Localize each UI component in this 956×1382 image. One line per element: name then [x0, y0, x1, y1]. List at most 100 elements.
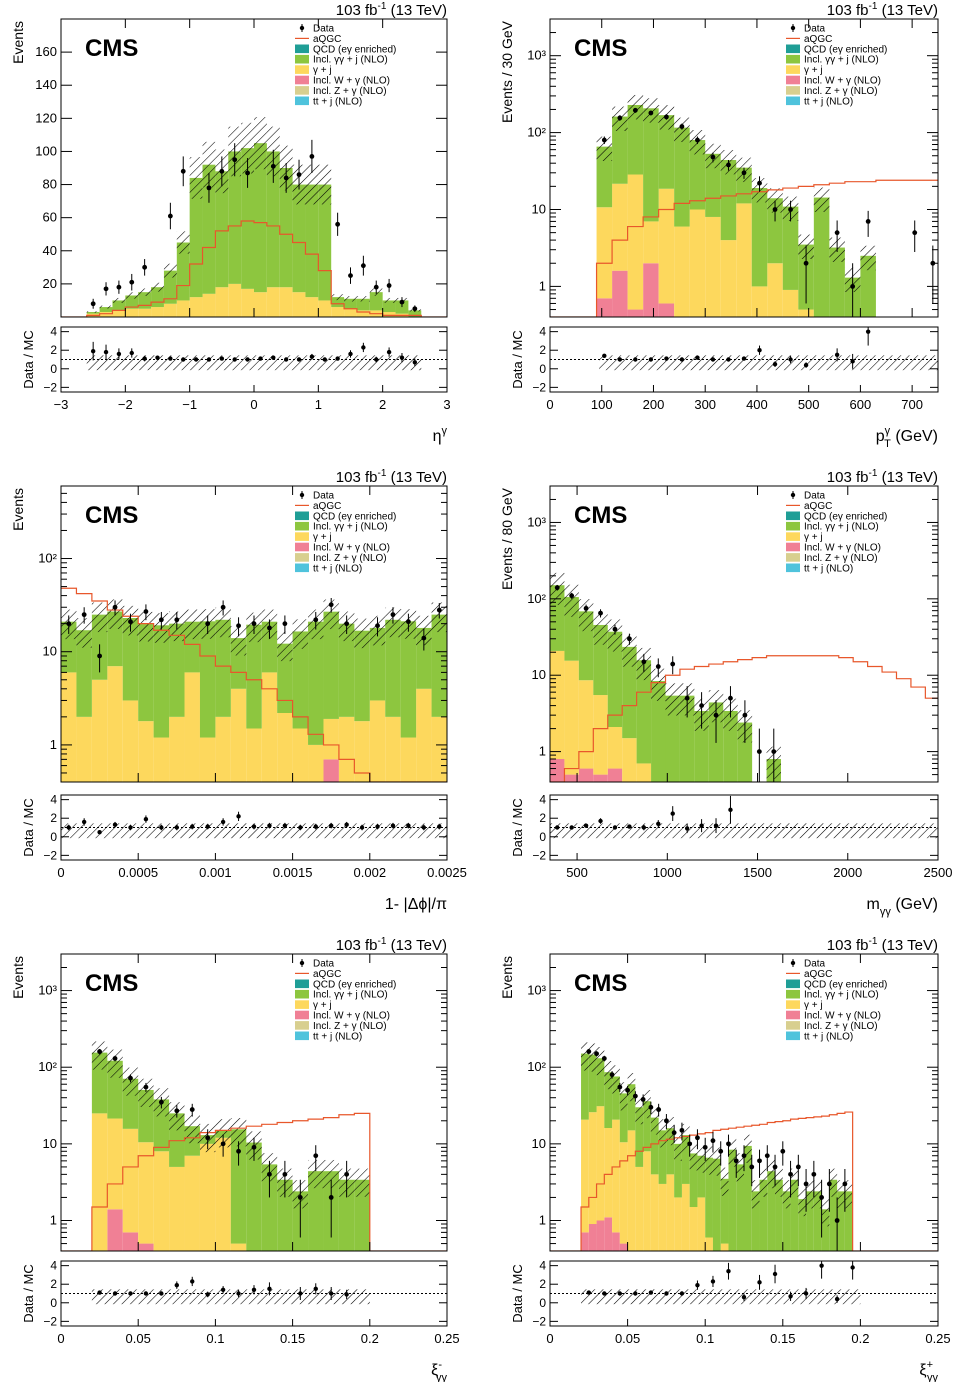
mc-uncertainty-bin-14 — [241, 122, 254, 174]
bar-g_j-bin-15 — [254, 292, 267, 317]
data-point-0 — [601, 137, 607, 143]
main-frame — [60, 953, 448, 1252]
lumi-energy: (13 TeV) — [877, 937, 938, 954]
ratio-ylabel: Data / MC — [21, 798, 36, 857]
legend-swatch-g_j — [786, 1000, 800, 1009]
legend-label-qcd: QCD (eγ enriched) — [804, 979, 887, 990]
legend-label-w_g: Incl. W + γ (NLO) — [313, 543, 390, 554]
ratio-xtick-label-5: 0.25 — [434, 1331, 459, 1346]
cms-label: CMS — [574, 970, 627, 997]
bar-gg_j-bin-15 — [813, 197, 830, 317]
data-point-14 — [313, 617, 319, 623]
data-point-8 — [726, 162, 731, 168]
bar-gg_j-bin-19 — [720, 1178, 729, 1244]
ratio-point-7 — [710, 357, 716, 362]
bar-gg_j-bin-3 — [627, 104, 644, 175]
mc-uncertainty-bin-1 — [596, 136, 613, 162]
ratio-ytick-label-1: 0 — [539, 1296, 546, 1310]
main-ytick-label-1: 10 — [532, 667, 546, 682]
main-plot-content — [61, 1041, 447, 1251]
ratio-point-15 — [283, 357, 289, 362]
data-point-12 — [728, 695, 733, 701]
data-point-10 — [757, 180, 762, 186]
ratio-xtick-label-0: 0 — [546, 397, 553, 412]
data-point-17 — [375, 623, 380, 629]
data-point-9 — [220, 604, 226, 610]
mc-uncertainty-bin-17 — [705, 1146, 713, 1175]
mc-uncertainty-bin-15 — [308, 1159, 324, 1189]
ratio-xtick-label-1: 0.05 — [126, 1331, 151, 1346]
bar-w_g-bin-2 — [588, 1224, 597, 1251]
data-point-5 — [679, 124, 685, 129]
aqgc-line — [61, 587, 447, 782]
legend-swatch-qcd — [786, 511, 800, 521]
x-axis-title-sup: + — [927, 1359, 933, 1371]
data-point-19 — [733, 1158, 739, 1164]
ratio-point-2 — [128, 1291, 133, 1296]
ratio-point-9 — [236, 1291, 241, 1296]
legend-label-aqgc: aQGC — [804, 969, 832, 980]
legend-label-w_g: Incl. W + γ (NLO) — [804, 76, 881, 87]
x-axis-title: ξ-γγ — [431, 1359, 447, 1382]
bar-g_j-bin-4 — [138, 1142, 154, 1244]
mc-uncertainty-bin-11 — [230, 625, 247, 656]
main-frame — [549, 485, 939, 783]
bar-g_j-bin-8 — [184, 672, 200, 782]
ratio-point-15 — [819, 1263, 824, 1268]
ratio-ytick-label-0: −2 — [43, 380, 57, 394]
bar-gg_j-bin-15 — [254, 143, 267, 293]
ratio-ylabel: Data / MC — [510, 330, 525, 389]
bar-gg_j-bin-13 — [277, 1179, 293, 1251]
bar-g_j-bin-15 — [292, 728, 309, 782]
ratio-ytick-label-3: 4 — [50, 325, 57, 339]
ratio-point-10 — [757, 348, 762, 353]
ratio-point-23 — [386, 349, 392, 355]
bar-gg_j-bin-15 — [292, 631, 309, 729]
data-point-2 — [632, 107, 638, 113]
ratio-point-1 — [103, 349, 109, 355]
data-point-13 — [282, 621, 288, 627]
data-point-13 — [297, 1195, 303, 1200]
mc-uncertainty-bin-13 — [674, 1132, 682, 1161]
legend-label-g_j: γ + j — [313, 532, 332, 543]
main-ytick-label-0: 1 — [50, 737, 57, 752]
mc-uncertainty-bin-9 — [215, 1119, 231, 1148]
bar-g_j-bin-1 — [581, 1119, 589, 1233]
bar-gg_j-bin-21 — [736, 1164, 744, 1251]
data-point-21 — [436, 607, 442, 613]
bar-g_j-bin-17 — [279, 287, 293, 317]
legend-label-aqgc: aQGC — [313, 34, 341, 45]
ratio-point-9 — [684, 826, 690, 831]
bar-g_j-bin-13 — [228, 283, 242, 317]
legend-label-qcd: QCD (eγ enriched) — [313, 44, 396, 55]
bar-gg_j-bin-4 — [112, 300, 126, 311]
data-point-5 — [143, 609, 149, 614]
ratio-point-2 — [633, 357, 638, 362]
legend-swatch-z_g — [295, 86, 309, 95]
mc-uncertainty-bin-24 — [759, 1168, 768, 1197]
bar-g_j-bin-21 — [331, 307, 345, 317]
bar-g_j-bin-1 — [91, 1113, 108, 1251]
bar-w_g-bin-2 — [107, 1209, 123, 1251]
bar-gg_j-bin-29 — [798, 1199, 807, 1251]
data-point-19 — [406, 619, 411, 625]
ratio-ytick-label-1: 0 — [539, 830, 546, 844]
legend-swatch-w_g — [786, 1010, 800, 1020]
x-axis-title-unit: (GeV) — [891, 428, 938, 445]
data-point-1 — [112, 1056, 118, 1061]
legend-label-data: Data — [804, 959, 826, 970]
bar-g_j-bin-19 — [720, 1243, 729, 1251]
bar-g_j-bin-15 — [689, 1207, 698, 1251]
bar-gg_j-bin-18 — [292, 184, 306, 293]
mc-uncertainty-bin-18 — [354, 1168, 370, 1197]
main-ylabel: Events / 80 GeV — [499, 487, 515, 590]
bar-g_j-bin-16 — [266, 287, 280, 317]
bar-gg_j-bin-11 — [246, 1142, 262, 1251]
bar-g_j-bin-9 — [643, 1151, 651, 1251]
lumi-sup: -1 — [378, 936, 387, 947]
data-point-16 — [348, 273, 353, 279]
bar-w_g-bin-3 — [627, 309, 644, 317]
bar-g_j-bin-6 — [153, 737, 170, 782]
ratio-xtick-label-3: 0.0015 — [273, 865, 313, 880]
